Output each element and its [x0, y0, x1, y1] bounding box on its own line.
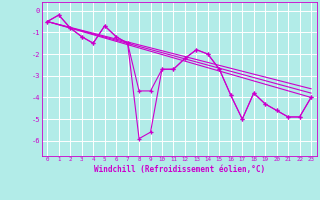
X-axis label: Windchill (Refroidissement éolien,°C): Windchill (Refroidissement éolien,°C) [94, 165, 265, 174]
